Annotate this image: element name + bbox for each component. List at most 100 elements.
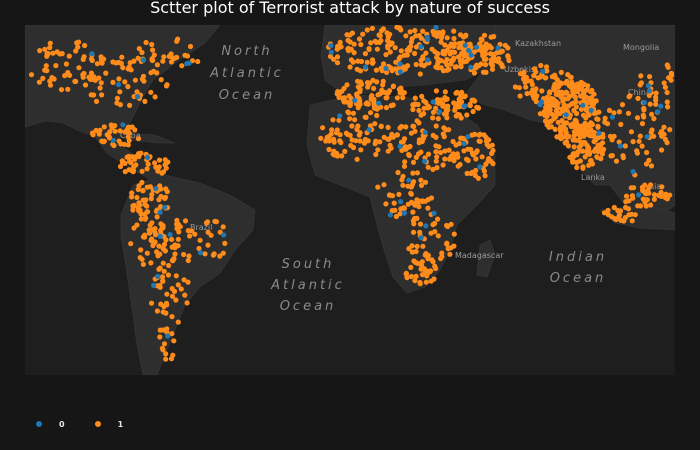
attack-point-success-1[interactable] xyxy=(53,63,59,69)
attack-point-success-1[interactable] xyxy=(622,215,629,221)
attack-point-success-0[interactable] xyxy=(596,130,602,136)
attack-point-success-1[interactable] xyxy=(483,69,489,75)
attack-point-success-1[interactable] xyxy=(473,150,479,156)
attack-point-success-1[interactable] xyxy=(66,53,72,59)
attack-point-success-0[interactable] xyxy=(221,232,227,238)
attack-point-success-0[interactable] xyxy=(563,112,569,118)
attack-point-success-1[interactable] xyxy=(142,201,148,207)
attack-point-success-1[interactable] xyxy=(664,99,670,105)
attack-point-success-1[interactable] xyxy=(404,47,410,53)
attack-point-success-1[interactable] xyxy=(375,147,381,153)
attack-point-success-1[interactable] xyxy=(186,253,192,259)
attack-point-success-1[interactable] xyxy=(331,139,337,145)
attack-point-success-1[interactable] xyxy=(505,54,511,60)
attack-point-success-1[interactable] xyxy=(160,58,166,64)
attack-point-success-1[interactable] xyxy=(162,157,168,163)
attack-point-success-1[interactable] xyxy=(609,214,615,220)
attack-point-success-1[interactable] xyxy=(169,314,175,320)
attack-point-success-1[interactable] xyxy=(135,55,141,61)
attack-point-success-1[interactable] xyxy=(62,73,68,79)
attack-point-success-1[interactable] xyxy=(377,33,383,39)
attack-point-success-1[interactable] xyxy=(530,87,536,93)
attack-point-success-1[interactable] xyxy=(589,87,595,93)
attack-point-success-1[interactable] xyxy=(444,62,450,68)
attack-point-success-1[interactable] xyxy=(647,74,653,80)
attack-point-success-1[interactable] xyxy=(565,72,571,78)
attack-point-success-1[interactable] xyxy=(642,199,648,205)
attack-point-success-1[interactable] xyxy=(140,187,146,194)
attack-point-success-1[interactable] xyxy=(72,78,78,84)
attack-point-success-1[interactable] xyxy=(418,62,424,68)
attack-point-success-0[interactable] xyxy=(366,127,372,133)
attack-point-success-1[interactable] xyxy=(152,230,158,236)
attack-point-success-1[interactable] xyxy=(116,59,122,65)
attack-point-success-1[interactable] xyxy=(441,125,447,131)
attack-point-success-1[interactable] xyxy=(184,300,190,306)
attack-point-success-0[interactable] xyxy=(617,143,624,149)
attack-point-success-1[interactable] xyxy=(528,78,534,84)
attack-point-success-1[interactable] xyxy=(356,36,363,42)
attack-point-success-1[interactable] xyxy=(383,201,389,207)
attack-point-success-1[interactable] xyxy=(573,99,579,105)
attack-point-success-1[interactable] xyxy=(47,45,53,51)
attack-point-success-1[interactable] xyxy=(128,241,134,247)
attack-point-success-1[interactable] xyxy=(448,245,454,251)
attack-point-success-1[interactable] xyxy=(475,175,481,181)
attack-point-success-1[interactable] xyxy=(483,41,489,47)
attack-point-success-1[interactable] xyxy=(148,260,154,266)
attack-point-success-1[interactable] xyxy=(602,115,608,121)
attack-point-success-1[interactable] xyxy=(144,250,150,256)
attack-point-success-1[interactable] xyxy=(407,143,413,150)
attack-point-success-1[interactable] xyxy=(116,138,122,144)
attack-point-success-0[interactable] xyxy=(646,88,653,94)
attack-point-success-1[interactable] xyxy=(184,53,191,59)
attack-point-success-1[interactable] xyxy=(396,191,402,197)
attack-point-success-1[interactable] xyxy=(435,51,441,57)
attack-point-success-1[interactable] xyxy=(98,80,104,86)
attack-point-success-1[interactable] xyxy=(159,274,166,280)
attack-point-success-1[interactable] xyxy=(220,224,226,230)
attack-point-success-0[interactable] xyxy=(155,273,161,279)
legend-item-1[interactable]: 1 xyxy=(94,420,123,429)
attack-point-success-1[interactable] xyxy=(461,34,467,40)
attack-point-success-1[interactable] xyxy=(574,129,581,135)
attack-point-success-1[interactable] xyxy=(393,213,399,220)
attack-point-success-1[interactable] xyxy=(410,229,417,235)
attack-point-success-1[interactable] xyxy=(634,150,641,156)
attack-point-success-1[interactable] xyxy=(417,71,423,77)
attack-point-success-0[interactable] xyxy=(422,129,428,135)
attack-point-success-1[interactable] xyxy=(534,93,540,99)
attack-point-success-1[interactable] xyxy=(391,200,397,206)
attack-point-success-1[interactable] xyxy=(594,146,601,152)
attack-point-success-1[interactable] xyxy=(408,264,414,270)
attack-point-success-1[interactable] xyxy=(157,282,163,289)
attack-point-success-1[interactable] xyxy=(524,90,530,97)
attack-point-success-1[interactable] xyxy=(377,139,383,145)
attack-point-success-1[interactable] xyxy=(87,76,93,82)
attack-point-success-1[interactable] xyxy=(132,77,138,83)
attack-point-success-0[interactable] xyxy=(406,177,412,183)
attack-point-success-1[interactable] xyxy=(392,45,398,51)
attack-point-success-1[interactable] xyxy=(185,257,191,264)
attack-point-success-1[interactable] xyxy=(154,249,160,255)
attack-point-success-1[interactable] xyxy=(90,132,96,138)
attack-point-success-1[interactable] xyxy=(414,170,420,176)
attack-point-success-1[interactable] xyxy=(472,98,478,104)
attack-point-success-0[interactable] xyxy=(328,43,334,49)
attack-point-success-1[interactable] xyxy=(379,68,385,74)
attack-point-success-1[interactable] xyxy=(410,209,416,215)
attack-point-success-0[interactable] xyxy=(495,45,501,51)
attack-point-success-1[interactable] xyxy=(387,49,393,55)
attack-point-success-1[interactable] xyxy=(374,112,380,119)
attack-point-success-1[interactable] xyxy=(433,143,439,149)
attack-point-success-1[interactable] xyxy=(444,115,450,121)
attack-point-success-1[interactable] xyxy=(626,94,632,100)
attack-point-success-1[interactable] xyxy=(580,139,587,146)
attack-point-success-1[interactable] xyxy=(447,51,453,57)
attack-point-success-1[interactable] xyxy=(139,49,145,56)
attack-point-success-1[interactable] xyxy=(419,259,425,265)
attack-point-success-1[interactable] xyxy=(335,45,341,51)
attack-point-success-1[interactable] xyxy=(122,160,128,166)
attack-point-success-1[interactable] xyxy=(129,190,135,196)
attack-point-success-0[interactable] xyxy=(162,204,168,210)
